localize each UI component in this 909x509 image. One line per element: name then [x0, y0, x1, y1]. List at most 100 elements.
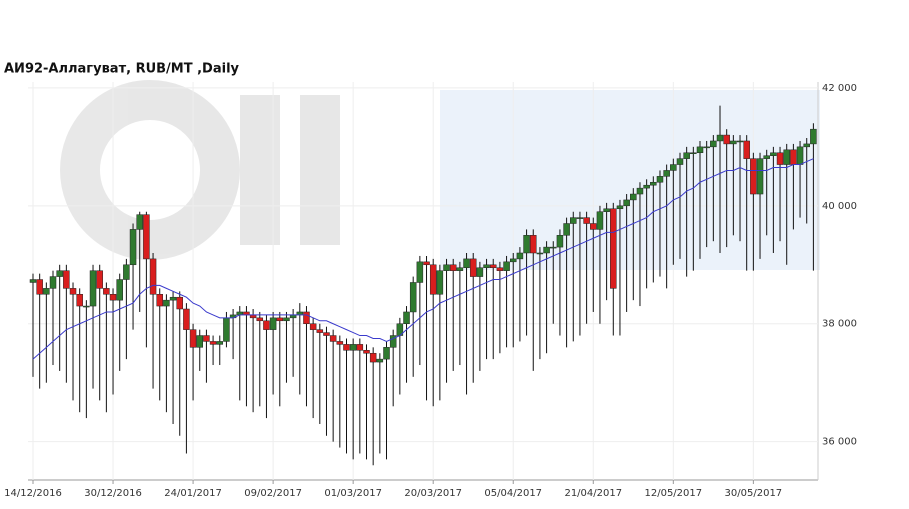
candle-body [329, 335, 337, 342]
candle-body [656, 176, 664, 183]
candle-body [670, 164, 677, 171]
candle-body [550, 246, 557, 249]
x-tick-label: 21/04/2017 [564, 488, 622, 499]
x-tick-label: 12/05/2017 [644, 488, 702, 499]
candle-body [476, 267, 484, 277]
candle-body [316, 329, 324, 333]
x-tick-label: 05/04/2017 [484, 488, 542, 499]
candle-body [196, 335, 203, 348]
candle-body [563, 223, 570, 236]
candle-body [556, 235, 564, 248]
candle-body [389, 335, 397, 348]
candle-body [223, 317, 230, 342]
watermark-shape [300, 95, 340, 245]
candle-body [403, 311, 410, 324]
candle-body [49, 276, 57, 289]
candle-body [436, 270, 444, 295]
candle-body [429, 264, 437, 295]
candle-body [369, 352, 377, 363]
candle-body [663, 170, 670, 177]
candle-body [803, 143, 810, 148]
candle-body [283, 317, 290, 322]
candle-body [323, 332, 330, 336]
candle-body [383, 347, 390, 360]
candle-body [336, 341, 344, 345]
candle-body [363, 350, 370, 354]
candle-body [570, 217, 577, 224]
watermark-shape [60, 80, 240, 260]
candle-body [683, 152, 690, 159]
candle-body [109, 294, 117, 301]
x-tick-label: 01/03/2017 [324, 488, 382, 499]
x-tick-label: 14/12/2016 [4, 488, 62, 499]
candle-body [810, 128, 817, 145]
moving-average-line [32, 158, 814, 360]
candle-body [183, 308, 190, 330]
candle-body [796, 146, 804, 165]
candle-body [89, 270, 97, 307]
candle-body [623, 199, 630, 207]
candle-body [790, 149, 797, 165]
candle-body [503, 261, 510, 271]
candle-body [516, 252, 524, 260]
candle-body [143, 214, 150, 260]
candle-body [756, 158, 764, 195]
candle-body [509, 258, 517, 263]
candle-body [303, 311, 310, 324]
x-tick-label: 30/05/2017 [725, 488, 783, 499]
chart-title: АИ92-Аллагуват, RUB/MT ,Daily [4, 62, 240, 77]
candle-body [443, 264, 450, 271]
x-tick-label: 30/12/2016 [84, 488, 142, 499]
x-tick-label: 09/02/2017 [244, 488, 302, 499]
candle-body [496, 267, 504, 271]
candle-body [456, 267, 464, 271]
candle-body [423, 261, 430, 266]
candle-body [483, 264, 490, 268]
y-tick-label: 42 000 [822, 83, 857, 94]
candle-body [129, 229, 137, 266]
candle-body [356, 344, 364, 351]
candle-body [343, 344, 350, 351]
candle-body [63, 270, 70, 289]
candle-body [409, 282, 417, 313]
candle-body [43, 288, 50, 295]
candle-body [349, 344, 357, 351]
candle-body [676, 158, 684, 165]
candle-body [523, 235, 530, 254]
candle-body [736, 140, 744, 143]
candle-body [776, 152, 784, 165]
candle-body [276, 317, 284, 322]
candle-body [36, 279, 43, 295]
candle-body [696, 146, 704, 154]
candle-body [530, 235, 537, 254]
candle-body [489, 264, 497, 268]
candle-body [636, 187, 644, 195]
candle-body [763, 155, 770, 159]
candle-body [76, 294, 83, 307]
candle-body [376, 358, 384, 363]
candle-body [176, 296, 183, 310]
candle-body [123, 264, 130, 280]
candle-body [416, 261, 424, 283]
candle-body [543, 246, 550, 254]
candle-body [469, 258, 477, 277]
x-tick-label: 24/01/2017 [164, 488, 222, 499]
candle-body [136, 214, 143, 230]
candle-body [750, 158, 757, 195]
candle-body [169, 296, 177, 301]
candle-body [209, 341, 217, 345]
candle-body [263, 320, 270, 330]
candle-body [156, 294, 163, 307]
candle-body [69, 288, 77, 295]
candle-body [56, 270, 63, 277]
candle-body [29, 279, 37, 283]
candle-body [269, 317, 277, 330]
candle-body [610, 208, 617, 289]
candle-body [770, 152, 777, 156]
y-tick-label: 40 000 [822, 201, 857, 212]
candle-body [703, 146, 710, 149]
candle-body [256, 317, 264, 322]
candle-body [743, 140, 750, 159]
